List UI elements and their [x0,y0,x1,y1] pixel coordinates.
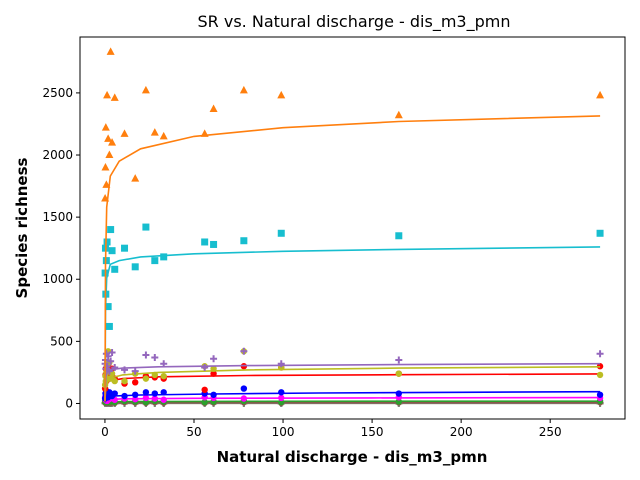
data-point [240,237,248,245]
data-point [103,238,111,246]
fit-line [104,362,601,399]
data-point [210,240,218,248]
data-point [142,223,150,231]
data-point [596,229,604,237]
x-axis: 0 50 100 150 200 250 [101,419,562,439]
data-point [239,85,248,94]
data-point [108,247,116,255]
plot-frame [79,36,626,420]
data-point [142,351,150,359]
fit-line [104,401,601,404]
data-point [104,134,113,142]
data-point [394,110,403,119]
data-point [201,238,209,246]
data-point [160,253,168,261]
data-point [151,390,159,397]
data-point [395,232,403,240]
data-point [240,347,248,355]
data-point [110,93,119,101]
x-tick-label: 50 [186,425,201,439]
data-point [107,226,115,234]
chart-title: SR vs. Natural discharge - dis_m3_pmn [198,12,511,32]
y-tick-label: 0 [65,396,73,410]
data-point [141,85,150,94]
series-group [101,347,604,399]
data-point [596,391,604,398]
x-axis-label: Natural discharge - dis_m3_pmn [217,448,488,466]
y-axis-label: Species richness [13,157,31,298]
data-point [131,263,139,271]
data-point [210,355,218,363]
data-point [103,90,112,99]
data-point [131,174,140,182]
data-point [105,322,113,330]
data-point [132,379,139,386]
data-point [142,389,150,396]
data-point [151,257,159,265]
data-point [111,265,119,273]
data-point [108,349,116,357]
data-point [108,138,117,146]
x-tick-label: 0 [101,425,109,439]
series-group [101,47,605,402]
fit-line [104,390,601,403]
data-point [121,244,129,252]
x-tick-label: 150 [361,425,384,439]
data-point [159,131,168,140]
data-point [104,303,112,311]
data-point [395,356,403,364]
data-point [201,386,208,394]
data-point [111,377,118,385]
data-point [160,396,167,403]
x-tick-label: 100 [272,425,295,439]
x-tick-label: 200 [450,425,473,439]
data-point [277,90,286,99]
y-tick-label: 1500 [42,210,73,224]
data-point [596,350,604,358]
data-point [142,375,150,382]
data-point [278,389,285,396]
data-point [105,367,113,375]
plot-area [101,47,605,407]
series-group [101,385,604,403]
data-point [106,47,115,55]
data-point [101,123,110,131]
data-point [121,377,128,385]
data-point [107,357,115,365]
y-tick-label: 1000 [42,272,73,286]
data-point [120,129,129,137]
data-point [209,104,218,113]
data-point [160,372,167,380]
data-point [151,354,159,362]
data-point [395,390,403,397]
data-point [596,371,604,379]
data-point [240,385,248,392]
y-tick-label: 2000 [42,148,73,162]
data-point [201,363,209,371]
data-point [277,229,285,237]
data-point [150,128,159,136]
data-point [105,150,114,159]
data-point [101,162,110,171]
y-tick-label: 500 [50,334,73,348]
fit-line [104,246,601,402]
x-tick-label: 250 [539,425,562,439]
data-point [596,90,605,99]
data-point [395,370,403,377]
data-point [131,367,139,375]
y-axis: 0 500 1000 1500 2000 2500 [42,86,80,410]
y-tick-label: 2500 [42,86,73,100]
fit-line [104,115,601,402]
